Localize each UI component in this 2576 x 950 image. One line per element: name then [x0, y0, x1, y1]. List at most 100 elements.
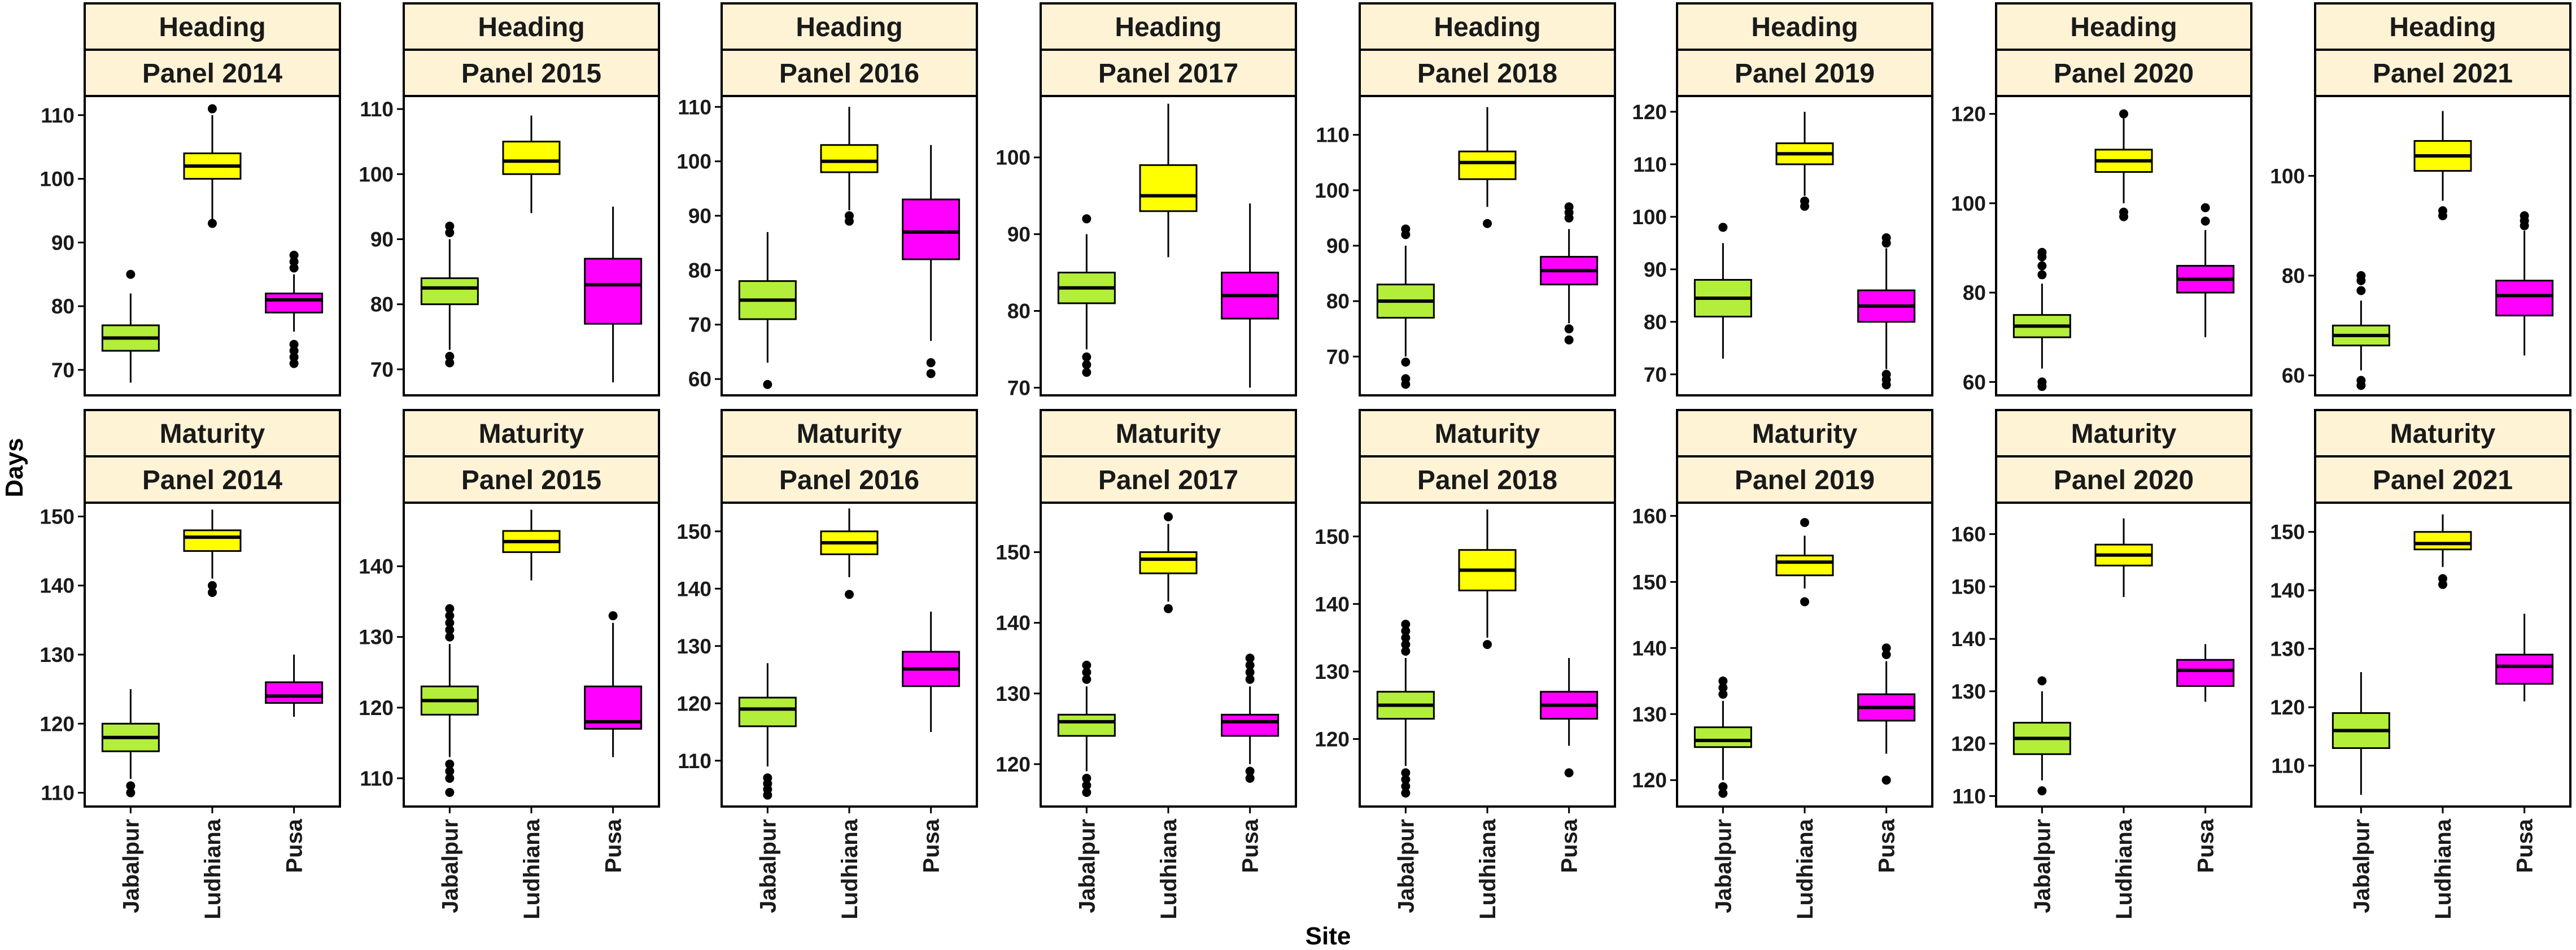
y-tick-label: 120 [1315, 727, 1350, 751]
outlier-point [1483, 219, 1492, 228]
y-tick-label: 140 [2270, 579, 2305, 602]
outlier-point [1718, 690, 1728, 699]
y-tick-label: 120 [2270, 696, 2305, 719]
y-tick-label: 110 [41, 782, 75, 805]
panel-strip [1995, 455, 2252, 504]
x-tick-label: Jabalpur [1075, 819, 1099, 913]
box-jabalpur [420, 221, 479, 368]
panel-maturity-6: Maturity Panel 2020 110 120 130 140 150 160 Jaba… [1951, 409, 2252, 920]
iqr-box [183, 529, 242, 552]
iqr-box [820, 144, 879, 173]
trait-strip-label: Heading [1751, 12, 1858, 42]
outlier-point [1881, 650, 1891, 659]
outlier-point [445, 618, 455, 627]
iqr-box [1221, 713, 1280, 737]
outlier-point [2119, 207, 2128, 217]
trait-strip-label: Maturity [797, 419, 902, 449]
y-tick-label: 80 [1644, 311, 1667, 334]
y-tick-label: 70 [370, 358, 394, 381]
facet-panels: Heading Panel 2014 70 80 90 100 110 Heading Pane… [40, 2, 2571, 920]
y-tick-label: 110 [1952, 785, 1986, 808]
panel-border [1995, 95, 2252, 396]
trait-strip [2314, 2, 2571, 51]
trait-strip [1676, 409, 1933, 457]
outlier-point [289, 339, 299, 349]
box-pusa [1857, 233, 1916, 390]
y-tick-label: 110 [1316, 124, 1350, 147]
outlier-point [445, 759, 455, 769]
outlier-point [1881, 369, 1891, 379]
outlier-point [1164, 604, 1173, 613]
outlier-point [445, 611, 455, 621]
trait-strip [403, 2, 660, 51]
outlier-point [2037, 261, 2047, 271]
outlier-point [1401, 782, 1411, 791]
outlier-point [208, 587, 217, 597]
box-ludhiana [820, 508, 879, 599]
y-tick-label: 100 [676, 150, 711, 173]
y-tick-label: 90 [1326, 234, 1350, 258]
outlier-point [1564, 768, 1574, 778]
iqr-box [902, 198, 960, 260]
iqr-box [2495, 653, 2554, 685]
y-tick-label: 110 [678, 749, 711, 773]
outlier-point [208, 104, 217, 114]
box-pusa [265, 655, 324, 717]
iqr-box [584, 258, 643, 325]
box-jabalpur [2332, 271, 2390, 390]
trait-strip-label: Heading [1115, 12, 1221, 42]
y-tick-label: 150 [1315, 525, 1350, 548]
outlier-point [926, 369, 936, 378]
box-pusa [1857, 643, 1916, 785]
y-tick-label: 120 [996, 753, 1031, 776]
panel-strip [1040, 49, 1297, 97]
outlier-point [2520, 211, 2529, 220]
outlier-point [126, 788, 136, 798]
box-ludhiana [183, 104, 242, 228]
outlier-point [1082, 674, 1091, 684]
trait-strip-label: Maturity [479, 419, 584, 449]
box-pusa [584, 611, 643, 757]
outlier-point [289, 346, 299, 356]
outlier-point [1401, 224, 1411, 234]
x-tick-label: Jabalpur [2349, 819, 2374, 913]
box-jabalpur [2012, 247, 2071, 391]
y-tick-label: 100 [1315, 179, 1350, 202]
box-ludhiana [183, 509, 242, 597]
panel-maturity-5: Maturity Panel 2019 120 130 140 150 160 Jabalpu… [1632, 409, 1933, 920]
outlier-point [1401, 626, 1411, 636]
y-tick-label: 100 [1951, 192, 1986, 215]
y-tick-label: 120 [1632, 101, 1667, 124]
panel-strip-label: Panel 2019 [1735, 59, 1875, 89]
outlier-point [208, 219, 217, 228]
box-ludhiana [1139, 512, 1198, 613]
y-tick-label: 100 [359, 163, 394, 186]
box-ludhiana [2094, 518, 2153, 597]
y-tick-label: 140 [40, 574, 75, 598]
panel-strip-label: Panel 2017 [1098, 465, 1238, 495]
box-jabalpur [1057, 660, 1116, 797]
y-tick-label: 100 [996, 146, 1031, 169]
panel-strip-label: Panel 2021 [2373, 465, 2513, 495]
y-tick-label: 70 [1644, 363, 1667, 386]
iqr-box [265, 293, 324, 313]
box-pusa [2176, 644, 2235, 702]
outlier-point [845, 211, 854, 220]
panel-border [1040, 95, 1297, 396]
box-jabalpur [1693, 223, 1752, 359]
outlier-point [445, 766, 455, 776]
box-jabalpur [1376, 620, 1435, 798]
panel-strip [2314, 455, 2571, 504]
panel-border [403, 95, 660, 396]
y-tick-label: 90 [1007, 223, 1031, 246]
box-jabalpur [101, 269, 160, 383]
outlier-point [1082, 214, 1091, 224]
y-tick-label: 90 [51, 231, 75, 254]
trait-strip [1359, 409, 1616, 457]
outlier-point [445, 358, 455, 368]
outlier-point [2356, 271, 2366, 280]
panel-strip-label: Panel 2016 [779, 59, 919, 89]
outlier-point [289, 359, 299, 368]
outlier-point [1245, 660, 1255, 670]
outlier-point [1718, 782, 1728, 791]
